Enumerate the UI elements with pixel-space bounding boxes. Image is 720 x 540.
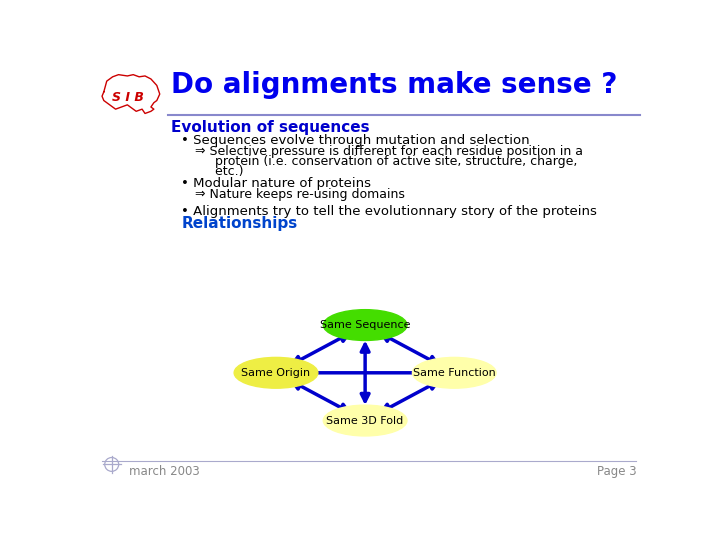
Ellipse shape	[234, 357, 318, 388]
Text: Same Origin: Same Origin	[241, 368, 310, 378]
FancyArrowPatch shape	[382, 382, 437, 411]
FancyArrowPatch shape	[361, 345, 369, 401]
Polygon shape	[102, 75, 160, 113]
FancyArrowPatch shape	[293, 382, 348, 411]
Text: • Modular nature of proteins: • Modular nature of proteins	[181, 177, 372, 190]
Text: ⇒ Selective pressure is different for each residue position in a: ⇒ Selective pressure is different for ea…	[194, 145, 582, 158]
Text: Evolution of sequences: Evolution of sequences	[171, 120, 370, 135]
Text: Same Sequence: Same Sequence	[320, 320, 410, 330]
Text: march 2003: march 2003	[129, 465, 199, 478]
Text: ⇒ Nature keeps re-using domains: ⇒ Nature keeps re-using domains	[194, 188, 405, 201]
Text: • Alignments try to tell the evolutionnary story of the proteins: • Alignments try to tell the evolutionna…	[181, 205, 598, 218]
Text: Same 3D Fold: Same 3D Fold	[326, 416, 404, 426]
FancyArrowPatch shape	[295, 369, 435, 377]
Text: etc.): etc.)	[194, 165, 243, 178]
Text: Do alignments make sense ?: Do alignments make sense ?	[171, 71, 618, 99]
Ellipse shape	[323, 405, 407, 436]
Ellipse shape	[323, 309, 407, 340]
Text: Same Function: Same Function	[413, 368, 495, 378]
FancyArrowPatch shape	[382, 334, 437, 363]
Ellipse shape	[413, 357, 496, 388]
Text: S I B: S I B	[112, 91, 144, 104]
Text: Relationships: Relationships	[181, 215, 297, 231]
FancyArrowPatch shape	[293, 334, 348, 363]
Text: Page 3: Page 3	[597, 465, 636, 478]
Text: • Sequences evolve through mutation and selection: • Sequences evolve through mutation and …	[181, 134, 530, 147]
Text: protein (i.e. conservation of active site, structure, charge,: protein (i.e. conservation of active sit…	[194, 155, 577, 168]
